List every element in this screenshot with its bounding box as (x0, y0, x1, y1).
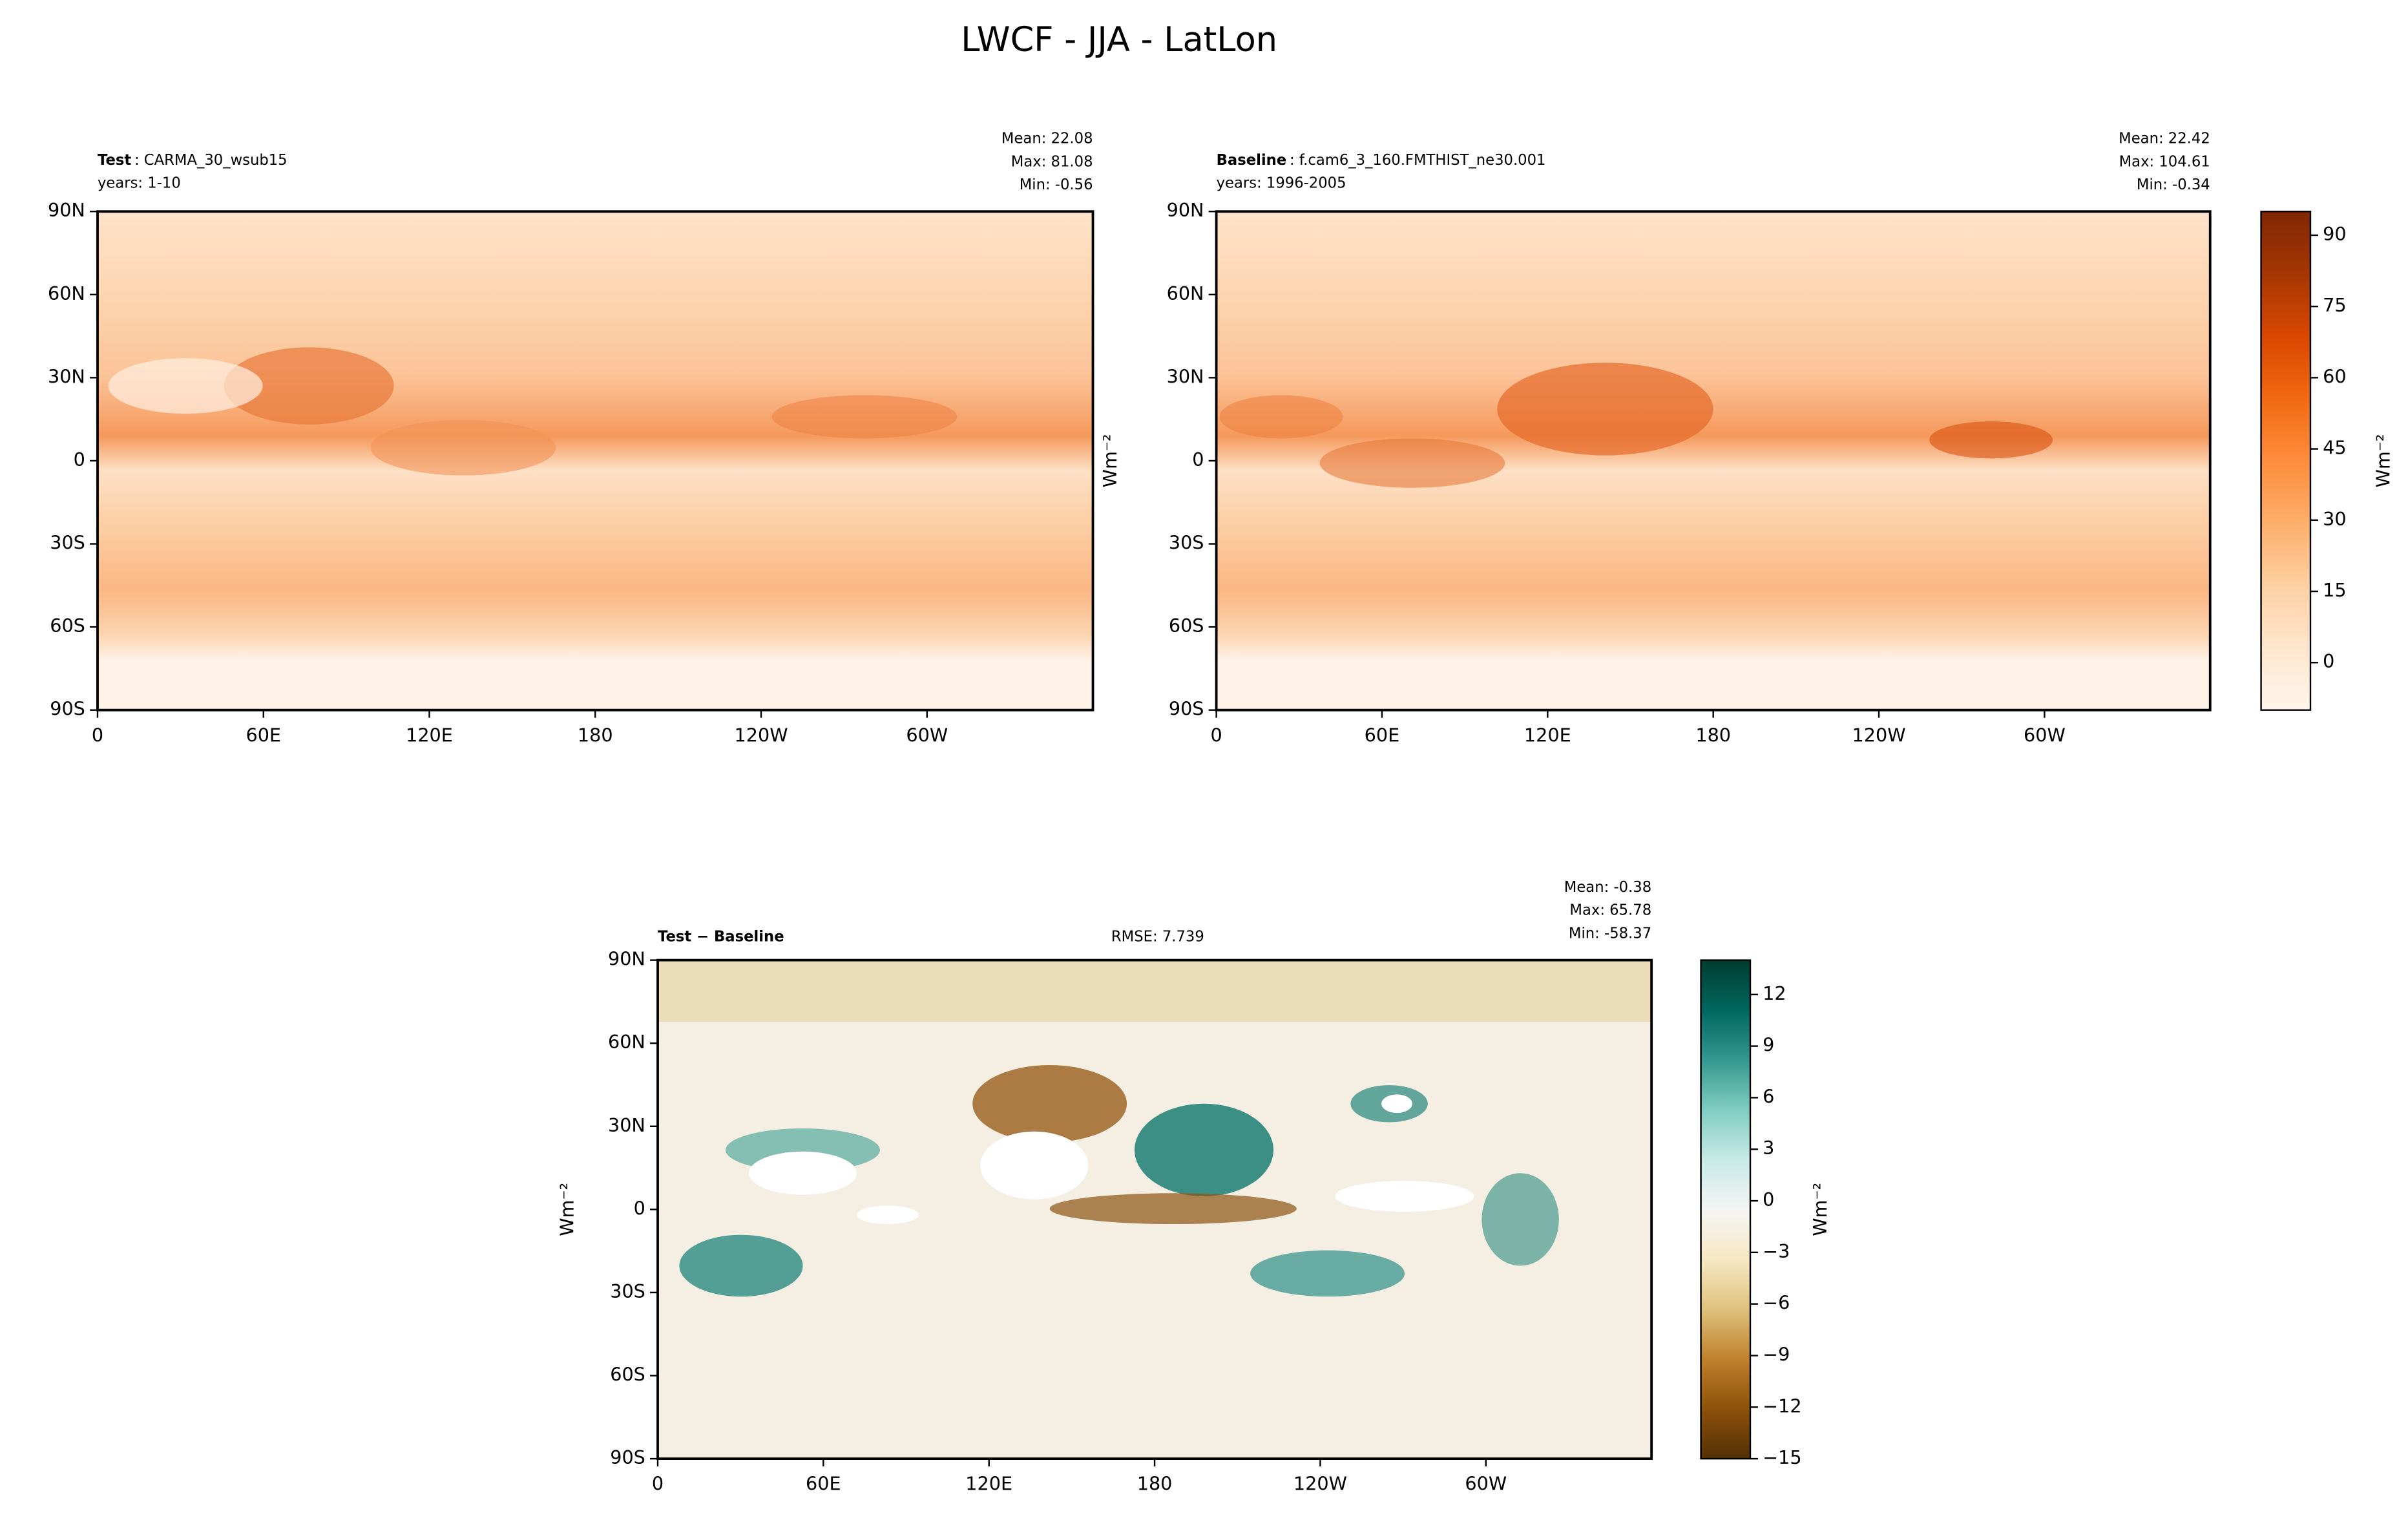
map-field (657, 960, 1652, 1459)
colorbar-tick-label: −6 (1763, 1292, 1790, 1314)
y-tick-label: 90N (608, 948, 645, 970)
figure-title: LWCF - JJA - LatLon (961, 20, 1277, 59)
colorbar-tick-label: −3 (1763, 1240, 1790, 1262)
x-tick-label: 60W (1465, 1473, 1507, 1495)
y-tick-label: 90S (610, 1446, 645, 1468)
colorbar-tick-label: −15 (1763, 1446, 1801, 1468)
colorbar-tick-label: −12 (1763, 1395, 1801, 1417)
x-tick-label: 0 (1210, 724, 1222, 746)
panel-title: : f.cam6_3_160.FMTHIST_ne30.001 (1290, 152, 1546, 169)
x-tick-label: 120E (406, 724, 453, 746)
panel-title-bold: Test − Baseline (658, 928, 784, 945)
x-tick-label: 180 (1695, 724, 1731, 746)
y-tick-label: 60N (608, 1031, 645, 1053)
panel-title: : CARMA_30_wsub15 (134, 152, 288, 169)
colorbar-tick-label: 12 (1763, 982, 1786, 1004)
colorbar-tick-label: 60 (2323, 365, 2346, 387)
stat: Mean: -0.38 (1564, 879, 1651, 896)
map-field (1216, 211, 2210, 710)
colorbar-tick-label: 0 (2323, 650, 2334, 672)
panel-title-bold: Test (98, 152, 131, 169)
colorbar-tick-label: 30 (2323, 508, 2346, 530)
stat: Min: -58.37 (1569, 925, 1651, 942)
y-tick-label: 60N (1167, 282, 1204, 304)
map-field (97, 211, 1093, 710)
x-tick-label: 180 (1137, 1473, 1173, 1495)
stat: Min: -0.34 (2137, 176, 2210, 193)
colorbar-tick-label: −9 (1763, 1343, 1790, 1365)
stat: Max: 81.08 (1011, 153, 1093, 170)
x-tick-label: 60W (906, 724, 948, 746)
x-tick-label: 120E (965, 1473, 1012, 1495)
colorbar-tick-label: 90 (2323, 223, 2346, 245)
rmse: RMSE: 7.739 (1111, 928, 1204, 945)
x-tick-label: 180 (578, 724, 613, 746)
panel-title-bold: Baseline (1217, 152, 1287, 169)
y-tick-label: 60S (1169, 615, 1204, 637)
x-tick-label: 120W (1293, 1473, 1347, 1495)
x-tick-label: 60E (806, 1473, 841, 1495)
y-tick-label: 90S (1169, 698, 1204, 720)
colorbar-tick-label: 0 (1763, 1189, 1774, 1210)
panel-subtitle: years: 1996-2005 (1217, 175, 1346, 192)
x-tick-label: 60E (1365, 724, 1400, 746)
y-axis-label: Wm⁻² (556, 1183, 578, 1236)
stat: Mean: 22.08 (1001, 130, 1093, 147)
y-tick-label: 60N (48, 282, 85, 304)
colorbar-tick-label: 9 (1763, 1034, 1774, 1056)
colorbar-label: Wm⁻² (2372, 434, 2394, 488)
colorbar-tick-label: 6 (1763, 1085, 1774, 1107)
y-tick-label: 30S (610, 1280, 645, 1302)
x-tick-label: 0 (652, 1473, 664, 1495)
x-tick-label: 120E (1524, 724, 1571, 746)
y-tick-label: 30N (608, 1114, 645, 1136)
stat: Max: 104.61 (2119, 153, 2210, 170)
y-tick-label: 0 (1192, 449, 1204, 470)
y-tick-label: 30S (50, 532, 85, 554)
y-tick-label: 30S (1169, 532, 1204, 554)
y-tick-label: 60S (50, 615, 85, 637)
x-tick-label: 60E (246, 724, 281, 746)
colorbar-tick-label: 15 (2323, 579, 2346, 601)
x-tick-label: 120W (735, 724, 788, 746)
y-tick-label: 30N (48, 365, 85, 387)
colorbar (1700, 959, 1752, 1460)
colorbar-tick-label: 75 (2323, 294, 2346, 316)
y-axis-label: Wm⁻² (1099, 434, 1121, 488)
panel-subtitle: years: 1-10 (98, 175, 181, 192)
stat: Min: -0.56 (1020, 176, 1093, 193)
colorbar (2260, 211, 2312, 711)
colorbar-tick-label: 45 (2323, 437, 2346, 459)
colorbar-tick-label: 3 (1763, 1137, 1774, 1159)
y-tick-label: 90N (1167, 199, 1204, 221)
stat: Mean: 22.42 (2119, 130, 2210, 147)
y-tick-label: 0 (74, 449, 85, 470)
y-tick-label: 60S (610, 1363, 645, 1385)
stat: Max: 65.78 (1569, 902, 1651, 919)
x-tick-label: 0 (92, 724, 103, 746)
y-tick-label: 90N (48, 199, 85, 221)
x-tick-label: 60W (2024, 724, 2066, 746)
y-tick-label: 30N (1167, 365, 1204, 387)
y-tick-label: 0 (634, 1197, 645, 1219)
colorbar-label: Wm⁻² (1809, 1183, 1831, 1236)
y-tick-label: 90S (50, 698, 85, 720)
x-tick-label: 120W (1852, 724, 1906, 746)
